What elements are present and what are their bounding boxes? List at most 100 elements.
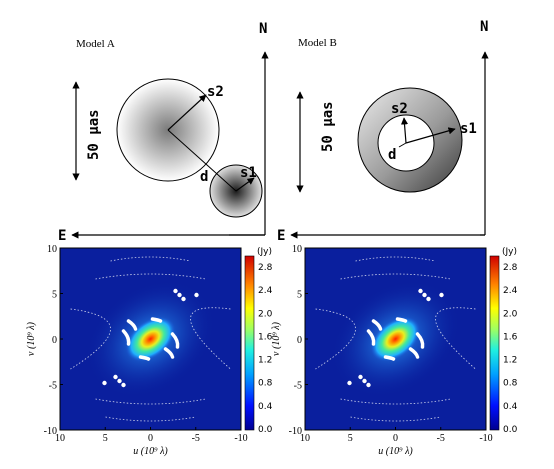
uv-point (418, 288, 423, 294)
model-a-s2-radius (167, 94, 207, 131)
uv-track (150, 317, 163, 323)
model-a-north-label: N (259, 21, 267, 37)
model-b-separation-line (398, 142, 407, 148)
uv-track (138, 355, 151, 361)
model-a-s2-label: s2 (207, 84, 224, 100)
colorbar-tick-label: 1.2 (503, 356, 517, 366)
uv-point (347, 380, 352, 386)
uv-point (422, 292, 427, 298)
uv-track (170, 332, 180, 349)
y-tick-label: 0 (297, 335, 302, 346)
uv-track (366, 329, 376, 346)
model-a-separation-line (167, 129, 237, 192)
uv-track (126, 319, 138, 331)
colorbar-tick-label: 2.8 (503, 263, 518, 273)
colorbar-tick-label: 2.0 (503, 309, 518, 319)
model-a-diagram: Model A N E 50 µas s2 s1 d (58, 21, 269, 244)
uv-track (110, 256, 191, 262)
uv-track (383, 355, 396, 361)
uv-track (95, 273, 206, 280)
uv-track (163, 347, 175, 359)
model-b-s2-label: s2 (391, 101, 408, 117)
x-tick-label: -10 (234, 433, 247, 444)
uv-track (340, 273, 451, 280)
colorbar-unit: (Jy) (257, 247, 272, 257)
uv-point (173, 288, 178, 294)
uv-point (426, 296, 431, 302)
x-tick-label: 5 (103, 433, 108, 444)
x-tick-label: -5 (437, 433, 445, 444)
y-tick-label: 10 (292, 244, 302, 255)
x-tick-label: 0 (148, 433, 153, 444)
model-a-title: Model A (76, 38, 115, 50)
colorbar-tick-label: 0.4 (258, 402, 273, 412)
uv-point (362, 378, 367, 384)
y-axis-label: v (10⁹ λ) (271, 321, 282, 356)
colorbar-tick-label: 2.4 (258, 286, 273, 296)
model-b-scale-label: 50 µas (320, 101, 336, 152)
uv-track (355, 256, 436, 262)
x-axis-label: u (10⁹ λ) (133, 446, 168, 457)
uv-point (358, 374, 363, 380)
y-tick-label: 5 (297, 290, 302, 301)
colorbar-tick-label: 2.4 (503, 286, 518, 296)
colorbar-unit: (Jy) (502, 247, 517, 257)
model-b-east-label: E (277, 228, 285, 244)
colorbar-tick-label: 1.6 (503, 332, 518, 342)
uv-point (113, 374, 118, 380)
x-tick-label: 0 (393, 433, 398, 444)
colorbar-tick-label: 0.8 (503, 379, 518, 389)
y-tick-label: -5 (49, 381, 57, 392)
colorbar-tick-label: 0.0 (258, 425, 273, 435)
x-axis-label: u (10⁹ λ) (378, 446, 413, 457)
colorbar-tick-label: 0.0 (503, 425, 518, 435)
colorbar-tick-label: 2.0 (258, 309, 273, 319)
model-b-s1-radius (405, 127, 456, 144)
model-b-diagram: Model B N E 50 µas s2 s1 d (277, 19, 489, 244)
model-b-north-label: N (480, 19, 488, 35)
model-a-east-label: E (58, 228, 66, 244)
colorbar-tick-label: 1.2 (258, 356, 272, 366)
colorbar-tick-label: 2.8 (258, 263, 273, 273)
uv-track (408, 347, 420, 359)
x-tick-label: 10 (300, 433, 310, 444)
model-a-s1-radius (235, 177, 255, 192)
uv-point (117, 378, 122, 384)
uv-track (105, 416, 196, 422)
colorbar-tick-label: 0.8 (258, 379, 273, 389)
uv-point (181, 296, 186, 302)
y-tick-label: 5 (52, 290, 57, 301)
colorbar-tick-label: 1.6 (258, 332, 273, 342)
x-tick-label: 5 (348, 433, 353, 444)
uv-track (121, 329, 131, 346)
colorbar-tick-label: 0.4 (503, 402, 518, 412)
visibility-peak (125, 316, 176, 362)
colorbar (244, 255, 255, 431)
y-tick-label: 0 (52, 335, 57, 346)
uv-track (371, 319, 383, 331)
colorbar (489, 255, 500, 431)
model-b-d-label: d (388, 147, 396, 163)
x-tick-label: -5 (192, 433, 200, 444)
x-tick-label: 10 (55, 433, 65, 444)
x-tick-label: -10 (479, 433, 492, 444)
y-tick-label: -5 (294, 381, 302, 392)
model-b-s2-radius (400, 117, 409, 144)
uv-track (340, 398, 451, 405)
uv-track (190, 307, 231, 370)
model-b-title: Model B (298, 37, 337, 49)
model-a-s1-label: s1 (240, 165, 257, 181)
uv-point (439, 292, 444, 298)
uv-point (194, 292, 199, 298)
y-tick-label: 10 (47, 244, 57, 255)
model-b-s1-label: s1 (460, 121, 477, 137)
model-a-scale-label: 50 µas (86, 109, 102, 160)
uv-track (395, 317, 408, 323)
y-tick-label: -10 (44, 426, 57, 437)
uv-track (415, 332, 425, 349)
uv-point (177, 292, 182, 298)
uv-point (121, 382, 126, 388)
y-axis-label: v (10⁹ λ) (26, 321, 37, 356)
